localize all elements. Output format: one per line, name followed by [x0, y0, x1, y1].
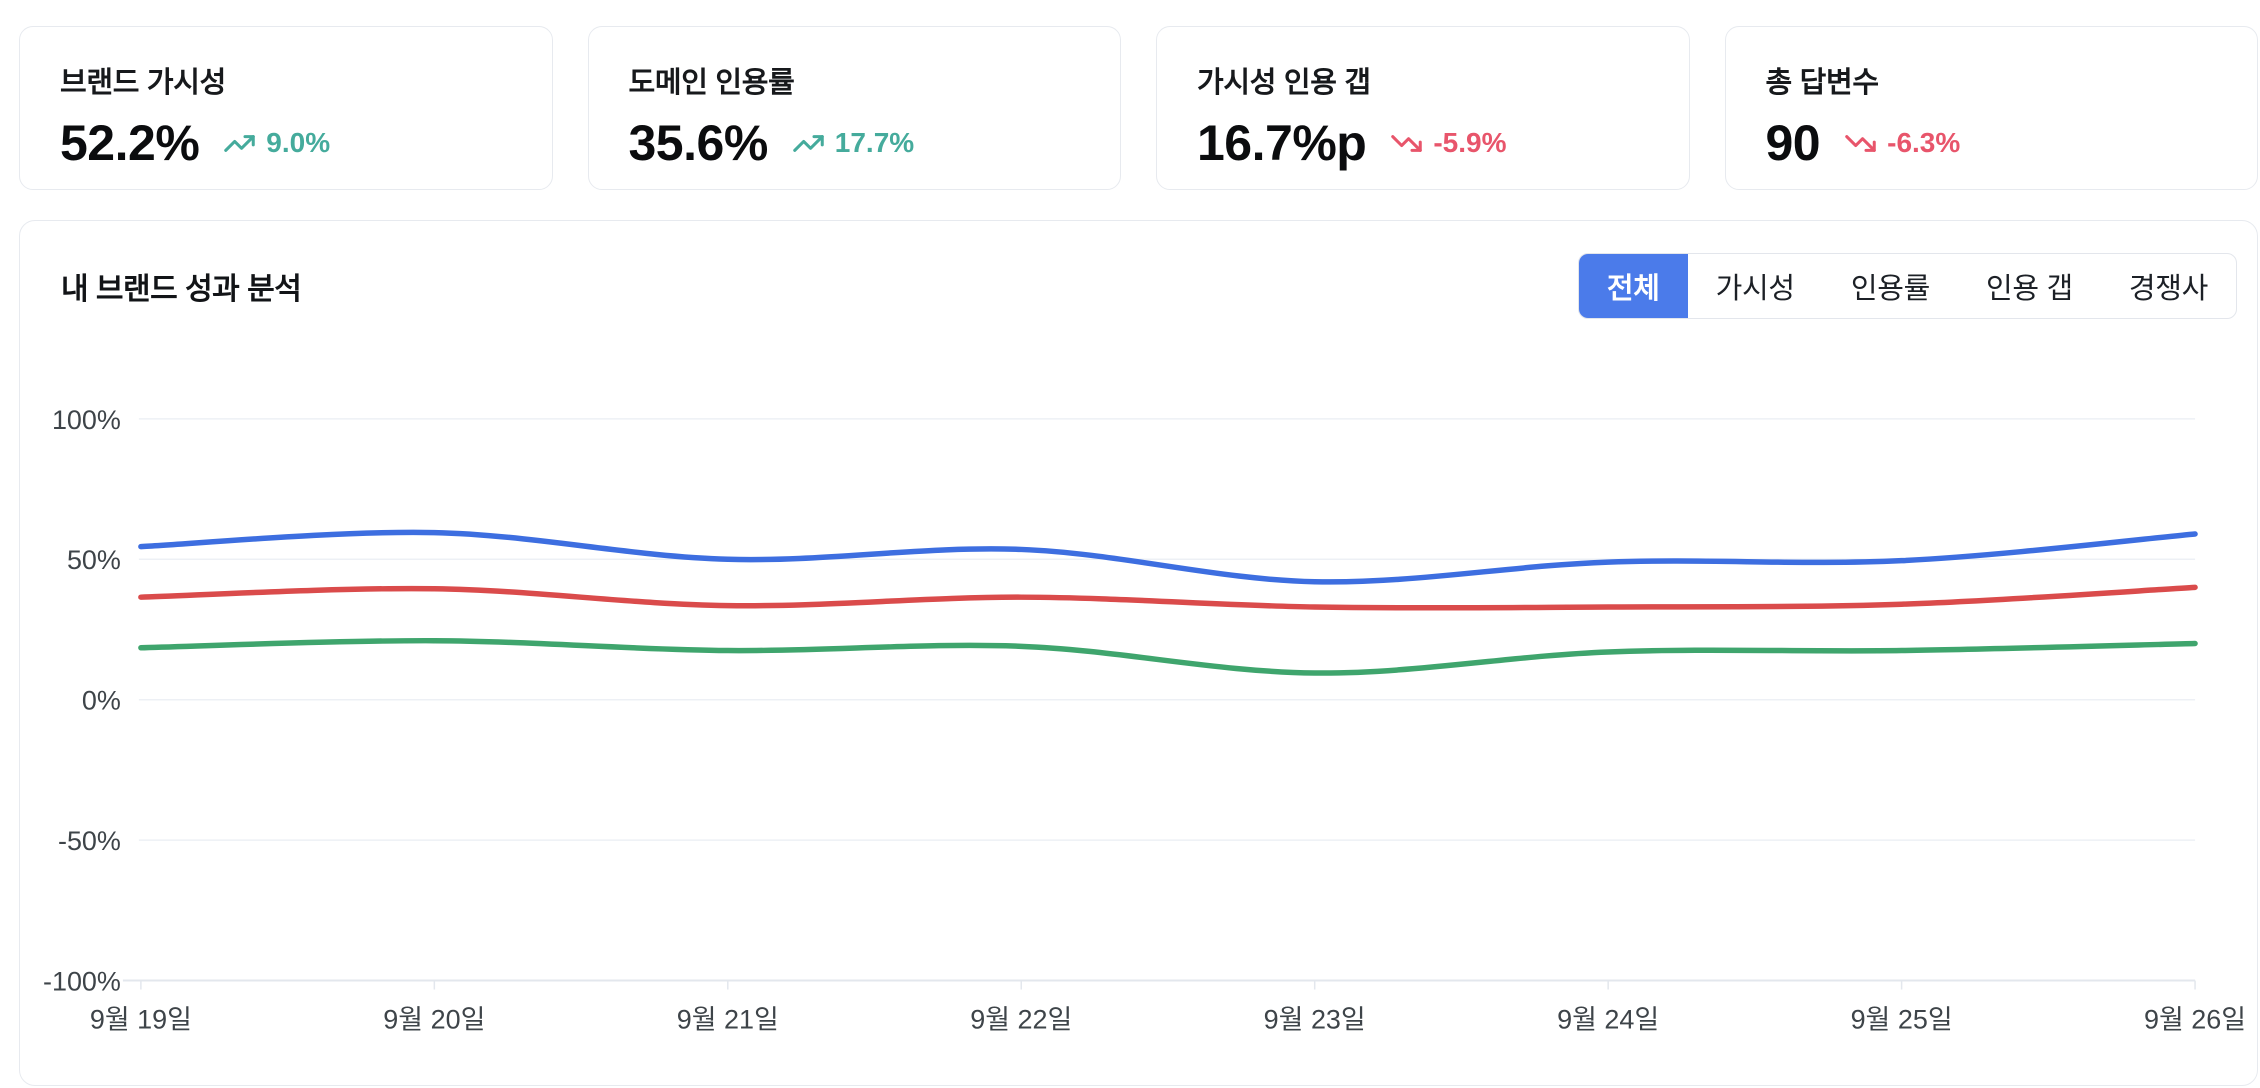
performance-chart: 100% 50% 0% -50% -100% 9월 19일 9월 20일 9월 21일 9월 2…: [43, 405, 2246, 1035]
card-brand-visibility: 브랜드 가시성 52.2% 9.0%: [19, 26, 553, 190]
card-value: 35.6%: [628, 115, 769, 171]
tab-competitors[interactable]: 경쟁사: [2101, 254, 2236, 318]
trend-badge: -5.9%: [1390, 127, 1506, 160]
card-domain-citation-rate: 도메인 인용률 35.6% 17.7%: [587, 26, 1121, 190]
card-label: 총 답변수: [1765, 67, 1880, 99]
trend-badge: -6.3%: [1844, 127, 1960, 160]
trend-badge: 17.7%: [792, 127, 914, 160]
svg-text:9월 21일: 9월 21일: [677, 1004, 779, 1034]
card-visibility-citation-gap: 가시성 인용 갭 16.7%p -5.9%: [1156, 26, 1690, 190]
tab-visibility[interactable]: 가시성: [1688, 254, 1823, 318]
trend-badge: 9.0%: [223, 127, 330, 160]
card-label: 도메인 인용률: [628, 67, 795, 99]
card-value: 52.2%: [60, 115, 200, 171]
trending-down-icon: [1845, 134, 1876, 152]
brand-performance-panel: 내 브랜드 성과 분석 전체 가시성 인용률 인용 갭 경쟁사 100% 50% 0…: [19, 220, 2258, 1086]
card-value: 90: [1765, 115, 1821, 171]
trending-up-icon: [793, 134, 824, 152]
svg-text:0%: 0%: [82, 686, 121, 716]
tab-citation-gap[interactable]: 인용 갭: [1958, 254, 2101, 318]
trend-value: 17.7%: [834, 127, 915, 158]
card-value: 16.7%p: [1197, 115, 1367, 171]
trend-value: 9.0%: [266, 127, 331, 158]
tab-all[interactable]: 전체: [1578, 254, 1688, 318]
panel-title: 내 브랜드 성과 분석: [61, 273, 302, 306]
svg-text:9월 23일: 9월 23일: [1264, 1004, 1366, 1034]
svg-text:9월 19일: 9월 19일: [90, 1004, 192, 1034]
trend-value: -5.9%: [1433, 127, 1507, 158]
card-total-answers: 총 답변수 90 -6.3%: [1724, 26, 2258, 190]
tab-citation-rate[interactable]: 인용률: [1823, 254, 1958, 318]
svg-text:100%: 100%: [52, 405, 121, 435]
svg-text:9월 20일: 9월 20일: [383, 1004, 485, 1034]
svg-text:9월 22일: 9월 22일: [970, 1004, 1072, 1034]
metric-tab-group: 전체 가시성 인용률 인용 갭 경쟁사: [1577, 253, 2237, 319]
svg-text:-100%: -100%: [43, 967, 121, 997]
kpi-cards-row: 브랜드 가시성 52.2% 9.0% 도메인 인용률 35.6% 17.7% 가…: [0, 0, 2260, 190]
svg-text:9월 25일: 9월 25일: [1851, 1004, 1953, 1034]
card-label: 가시성 인용 갭: [1197, 67, 1371, 99]
trending-up-icon: [224, 134, 256, 152]
svg-text:9월 24일: 9월 24일: [1557, 1004, 1659, 1034]
svg-text:-50%: -50%: [58, 826, 121, 856]
trend-value: -6.3%: [1887, 127, 1961, 158]
card-label: 브랜드 가시성: [60, 67, 227, 99]
svg-text:50%: 50%: [67, 545, 121, 575]
svg-text:9월 26일: 9월 26일: [2144, 1004, 2246, 1034]
panel-header: 내 브랜드 성과 분석 전체 가시성 인용률 인용 갭 경쟁사: [61, 253, 2237, 319]
trending-down-icon: [1391, 134, 1423, 152]
